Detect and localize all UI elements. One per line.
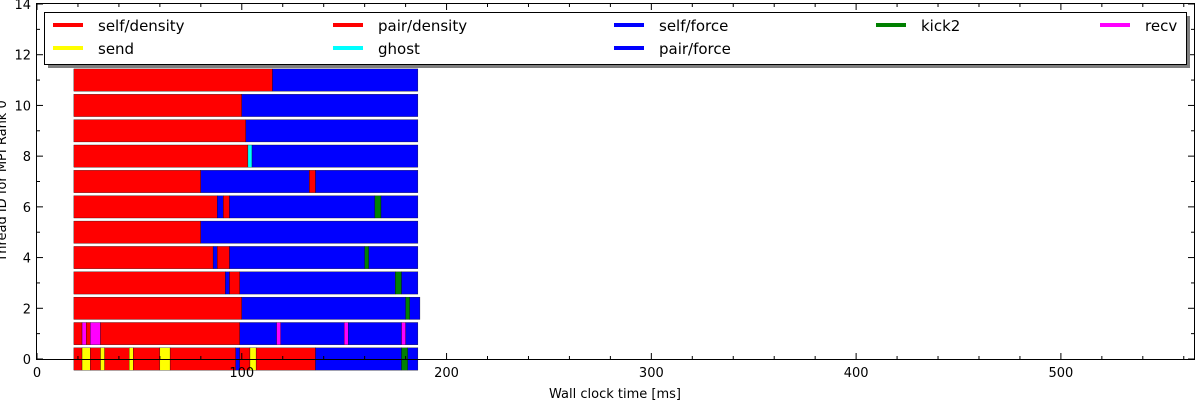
bar-segment (73, 94, 242, 117)
y-axis-label: Thread ID for MPI Rank 0 (0, 100, 10, 262)
bar-segment (73, 195, 218, 219)
bar-segment (73, 322, 83, 345)
bar-segment (409, 296, 421, 320)
bar-segment (405, 322, 419, 345)
y-tick-label: 2 (23, 302, 31, 317)
bar-segment (401, 322, 406, 345)
legend-box (44, 12, 1187, 65)
bar-segment (272, 68, 419, 92)
legend-label: send (98, 40, 134, 58)
bar-segment (73, 246, 214, 269)
bar-segment (276, 322, 281, 345)
legend-label: pair/density (378, 17, 467, 35)
bar-segment (405, 296, 410, 320)
bar-segment (364, 246, 369, 269)
x-tick-label: 500 (1048, 366, 1073, 381)
legend-label: pair/force (659, 40, 731, 58)
legend-label: kick2 (921, 17, 960, 35)
bar-segment (239, 322, 277, 345)
bar-segment (90, 322, 101, 345)
bar-segment (100, 322, 240, 345)
bar-segment (229, 195, 376, 219)
x-tick-label: 0 (33, 366, 41, 381)
bar-segment (73, 68, 273, 92)
bar-segment (344, 322, 349, 345)
bar-segment (225, 271, 230, 295)
bar-segments (73, 68, 421, 371)
bar-segment (217, 195, 224, 219)
x-tick-label: 200 (434, 366, 459, 381)
bar-segment (239, 271, 396, 295)
y-tick-label: 14 (14, 0, 31, 13)
y-tick-label: 0 (23, 353, 31, 368)
bar-segment (73, 296, 242, 320)
bar-segment (401, 271, 419, 295)
bar-segment (315, 170, 419, 193)
legend-items: self/density pair/density self/force kick2 r… (53, 17, 1177, 58)
y-tick-label: 4 (23, 252, 31, 267)
y-tick-label: 8 (23, 150, 31, 165)
bar-segment (251, 144, 419, 168)
bar-segment (217, 246, 230, 269)
y-tick-label: 12 (14, 49, 31, 64)
axis-ticks: 0 100 200 300 400 500 0 2 4 6 8 10 12 14 (14, 0, 1194, 381)
bar-segment (85, 322, 91, 345)
bar-segment (73, 170, 201, 193)
y-tick-label: 10 (14, 99, 31, 114)
bar-segment (73, 220, 201, 244)
y-tick-label: 6 (23, 201, 31, 216)
bar-segment (200, 220, 419, 244)
bar-segment (229, 246, 365, 269)
bar-segment (247, 144, 253, 168)
bar-segment (229, 271, 240, 295)
legend-label: ghost (378, 40, 420, 58)
bar-segment (309, 170, 316, 193)
x-axis-label: Wall clock time [ms] (549, 387, 681, 400)
bar-segment (241, 94, 419, 117)
bar-segment (223, 195, 230, 219)
bar-segment (73, 144, 249, 168)
bar-segment (73, 119, 247, 143)
bar-segment (245, 119, 419, 143)
bar-segment (212, 246, 218, 269)
x-tick-label: 400 (844, 366, 869, 381)
x-tick-label: 100 (229, 366, 254, 381)
bar-segment (81, 322, 87, 345)
bar-segment (241, 296, 406, 320)
legend: self/density pair/density self/force kick2 r… (44, 12, 1190, 68)
bar-segment (380, 195, 419, 219)
bar-segment (280, 322, 345, 345)
bar-segment (200, 170, 310, 193)
legend-label: self/force (659, 17, 728, 35)
bar-segment (374, 195, 382, 219)
x-tick-label: 300 (639, 366, 664, 381)
bar-segment (348, 322, 402, 345)
bar-segment (368, 246, 419, 269)
legend-label: self/density (98, 17, 185, 35)
bar-segment (73, 271, 226, 295)
plot-frame (36, 3, 1195, 360)
legend-label: recv (1145, 17, 1177, 35)
bar-segment (395, 271, 402, 295)
